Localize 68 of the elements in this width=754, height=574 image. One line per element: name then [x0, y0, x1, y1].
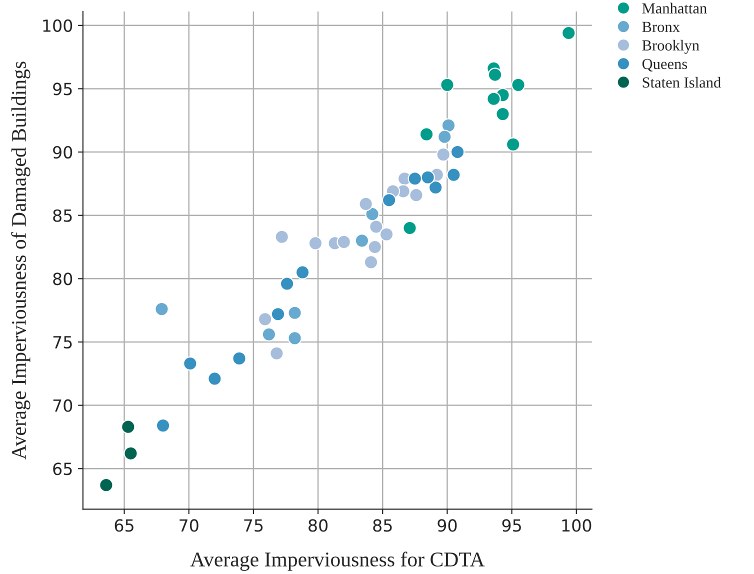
x-tick-label: 70 [180, 519, 198, 532]
point [208, 372, 222, 386]
x-tick-label: 90 [438, 519, 457, 532]
point [156, 418, 170, 433]
y-tick-label: 80 [53, 272, 72, 286]
point [232, 351, 246, 366]
y-tick-label: 95 [53, 82, 72, 96]
y-tick-label: 100 [43, 19, 72, 32]
x-tick-label: 75 [244, 519, 263, 532]
point [486, 92, 501, 106]
y-axis-title: Average Imperviousness of Damaged Buildings [11, 62, 30, 460]
y-tick-label: 70 [53, 399, 72, 412]
point [358, 196, 373, 212]
point [441, 118, 456, 133]
y-tick-label: 90 [53, 146, 72, 159]
point [154, 302, 169, 316]
point [270, 306, 286, 322]
point [496, 106, 510, 122]
point [450, 144, 465, 160]
legend-label: Brooklyn [642, 40, 700, 54]
point [488, 68, 502, 82]
y-tick-label: 75 [53, 336, 72, 349]
point [440, 78, 454, 92]
point [262, 327, 276, 342]
point [258, 312, 272, 326]
point [379, 227, 394, 242]
point [295, 265, 310, 280]
point [420, 170, 435, 185]
point [308, 236, 323, 250]
point [99, 478, 114, 492]
point [364, 255, 378, 270]
point [446, 168, 461, 182]
point [561, 26, 576, 40]
point [274, 230, 290, 244]
point [402, 220, 417, 236]
point [124, 446, 138, 461]
y-tick-label: 65 [53, 462, 72, 476]
point [288, 306, 302, 320]
point [369, 220, 384, 234]
legend-label: Staten Island [642, 76, 721, 88]
y-tick-label: 85 [53, 209, 72, 222]
legend-label: Manhattan [642, 2, 707, 14]
x-tick-label: 80 [308, 519, 328, 532]
point [436, 147, 450, 162]
x-tick-label: 100 [562, 519, 592, 532]
point [288, 331, 302, 346]
point [183, 356, 198, 371]
point [409, 188, 424, 202]
point [428, 180, 443, 195]
point [280, 276, 294, 291]
point [506, 137, 520, 152]
point [511, 78, 526, 92]
point [270, 346, 284, 361]
point [437, 130, 452, 144]
point [121, 420, 136, 434]
x-tick-label: 85 [373, 519, 392, 532]
point [336, 234, 352, 250]
point [368, 240, 382, 254]
x-tick-label: 95 [502, 519, 521, 532]
x-tick-label: 65 [114, 519, 134, 532]
point [408, 171, 422, 186]
legend-label: Queens [642, 58, 688, 72]
point [365, 206, 380, 222]
x-axis-title: Average Imperviousness for CDTA [190, 552, 485, 571]
legend-label: Bronx [642, 22, 680, 32]
point [382, 193, 396, 208]
point [419, 127, 434, 142]
point [354, 234, 370, 248]
